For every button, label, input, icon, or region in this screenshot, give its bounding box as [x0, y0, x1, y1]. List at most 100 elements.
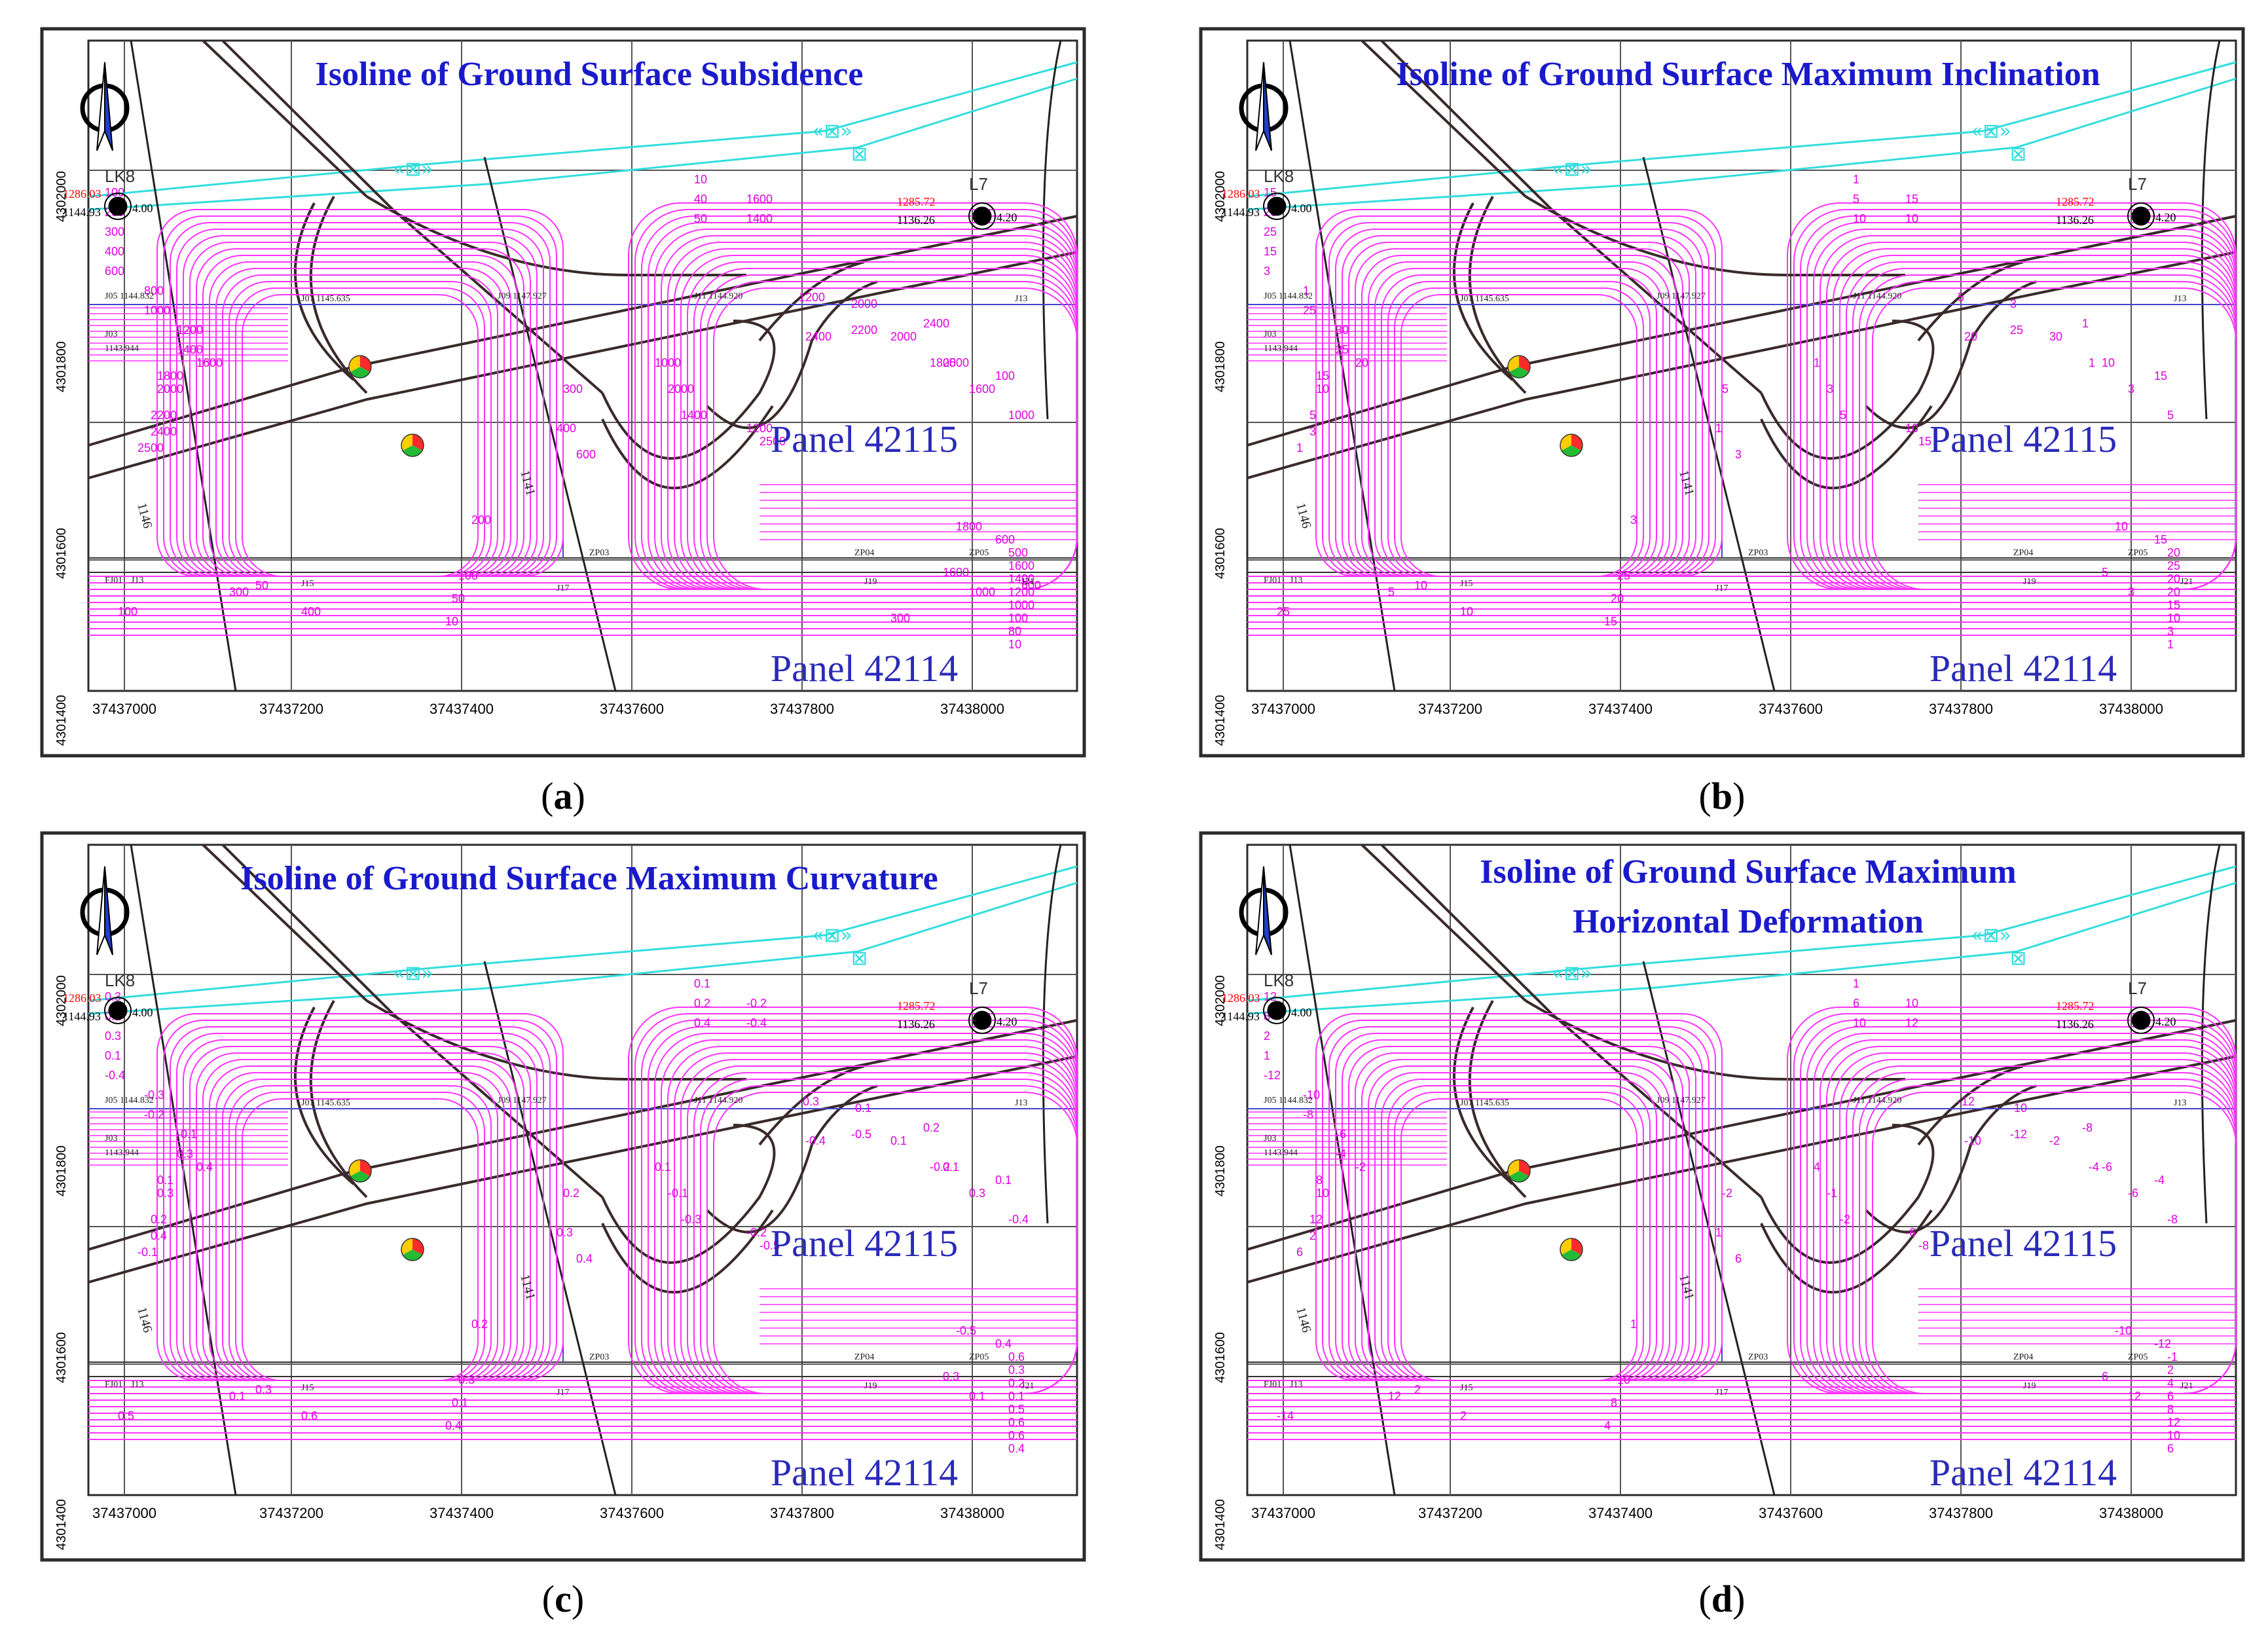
contour-label: 2500	[759, 435, 786, 448]
fault-line	[2201, 844, 2221, 1224]
contour-label: 10	[1316, 1187, 1329, 1200]
benchmark-label: ZP03	[1748, 1352, 1768, 1362]
y-tick-label: 4301400	[54, 1499, 69, 1550]
contour-label: 1	[1303, 284, 1309, 297]
benchmark-label: ZP05	[969, 1352, 989, 1362]
contour-label: -0.1	[177, 1128, 197, 1141]
benchmark-label: J21	[2180, 1381, 2193, 1391]
contour-label: 25	[1336, 343, 1349, 356]
contour-label: -6	[1336, 1128, 1346, 1141]
road-line	[1452, 202, 1514, 381]
contour-label: 300	[105, 225, 124, 238]
contour-label: -0.1	[851, 1102, 871, 1115]
contour-label: 20	[1611, 592, 1624, 605]
contour-label: 3	[1264, 265, 1270, 278]
contour-label: 15	[1264, 186, 1277, 199]
fault-line	[2201, 40, 2221, 420]
contour-label: 2	[1264, 1029, 1270, 1043]
contour-label: 3	[1630, 513, 1637, 527]
road-line	[309, 196, 368, 394]
benchmark-label: 1143.944	[1264, 344, 1298, 354]
y-tick-label: 4301600	[54, 1332, 69, 1383]
contour-label: 0.2	[1008, 1377, 1025, 1390]
benchmark-label: J13	[131, 1380, 143, 1390]
contour-label: 3	[2167, 625, 2174, 638]
contour-label: 2200	[151, 409, 177, 422]
contour-label: 0.4	[576, 1252, 593, 1265]
observation-point-outline	[401, 434, 424, 457]
benchmark-label: ZP04	[2013, 548, 2033, 558]
station-name-lk8: LK8	[105, 971, 135, 990]
contour-label: 15	[1604, 615, 1617, 628]
benchmark-label: 1143.944	[105, 1148, 139, 1158]
fault-line	[1042, 40, 1062, 420]
contour-label: 2500	[137, 441, 164, 454]
pipeline-valve-icon: ⊠	[2010, 143, 2026, 166]
benchmark-label: J19	[2023, 577, 2036, 587]
north-arrow-icon	[80, 62, 130, 151]
map-svg-b: 37437000 37437200 37437400 37437600 37437800…	[1199, 27, 2245, 758]
contour-label: 1	[2082, 317, 2089, 330]
contour-label: 0.4	[196, 1160, 213, 1174]
x-tick-label: 37438000	[940, 701, 1004, 717]
station-elev-black: 1144.93	[63, 1010, 101, 1023]
observation-point-icon	[403, 445, 422, 456]
contour-label: 5	[1958, 291, 1964, 304]
contour-label: 2400	[151, 425, 177, 438]
contour-label: 0.1	[1008, 1390, 1025, 1403]
contour-label: 3	[2128, 585, 2134, 599]
x-tick-label: 37437600	[600, 1505, 664, 1521]
contour-label: 1000	[655, 356, 681, 369]
contour-label: -12	[1264, 1069, 1281, 1082]
contour-label: 0.1	[452, 1396, 468, 1409]
contour-label: 30	[1336, 324, 1349, 337]
contour-label: -8	[1303, 1108, 1313, 1121]
map-svg-d: 37437000 37437200 37437400 37437600 37437800…	[1199, 831, 2245, 1562]
station-marker-icon	[1267, 196, 1287, 216]
contour-label: 100	[458, 569, 478, 582]
contour-label: -12	[2010, 1128, 2027, 1141]
north-arrow-icon	[1239, 62, 1289, 151]
y-tick-label: 4302000	[54, 975, 69, 1026]
contour-label: 1	[2167, 638, 2174, 651]
contour-label: 1800	[157, 369, 183, 382]
benchmark-label: ZP03	[589, 548, 609, 558]
y-tick-label: 4301400	[1213, 695, 1228, 746]
station-marker-icon	[108, 196, 128, 216]
station-marker-ring	[1263, 193, 1290, 220]
contour-label: 8	[1316, 1174, 1323, 1187]
station-marker-icon	[972, 1010, 992, 1030]
station-marker-icon	[1267, 1001, 1287, 1020]
contour-label: 200	[471, 513, 491, 527]
x-tick-label: 37437000	[1251, 701, 1315, 717]
panel-boundary	[88, 1361, 1078, 1377]
benchmark-label: ZP05	[2128, 1352, 2148, 1362]
road-line	[1468, 196, 1527, 394]
station-elev-black: 1136.26	[897, 213, 935, 227]
contour-label: 5	[1309, 409, 1316, 422]
contour-label: 400	[301, 605, 321, 618]
observation-point-icon	[1509, 1171, 1529, 1182]
contour-label: 500	[1008, 546, 1028, 559]
contour-label: 25	[1303, 304, 1316, 317]
contour-label: -0.1	[137, 1246, 158, 1259]
benchmark-label: J13	[131, 576, 143, 585]
contour-label: 15	[2167, 599, 2180, 612]
contour-label: -0.2	[746, 997, 767, 1010]
contour-label: 0.6	[1008, 1416, 1025, 1429]
pipeline-valve-icon: «⊠»	[812, 120, 852, 143]
pipeline-valve-icon: «⊠»	[1971, 924, 2011, 947]
contour-label: -4	[2154, 1174, 2165, 1187]
contour-label: 400	[105, 245, 124, 258]
observation-point-outline	[1507, 355, 1531, 379]
station-value: 4.00	[132, 1006, 153, 1019]
road-line	[365, 195, 746, 276]
contour-label: 2000	[851, 297, 877, 310]
benchmark-label: J19	[864, 1381, 877, 1391]
benchmark-label: J13	[2174, 294, 2186, 304]
contour-label: 300	[890, 612, 910, 625]
station-elev-red: 1285.72	[897, 999, 936, 1012]
y-tick-label: 4301800	[1213, 341, 1228, 392]
contour-label: 20	[2167, 546, 2180, 559]
road-line	[1524, 999, 1905, 1081]
